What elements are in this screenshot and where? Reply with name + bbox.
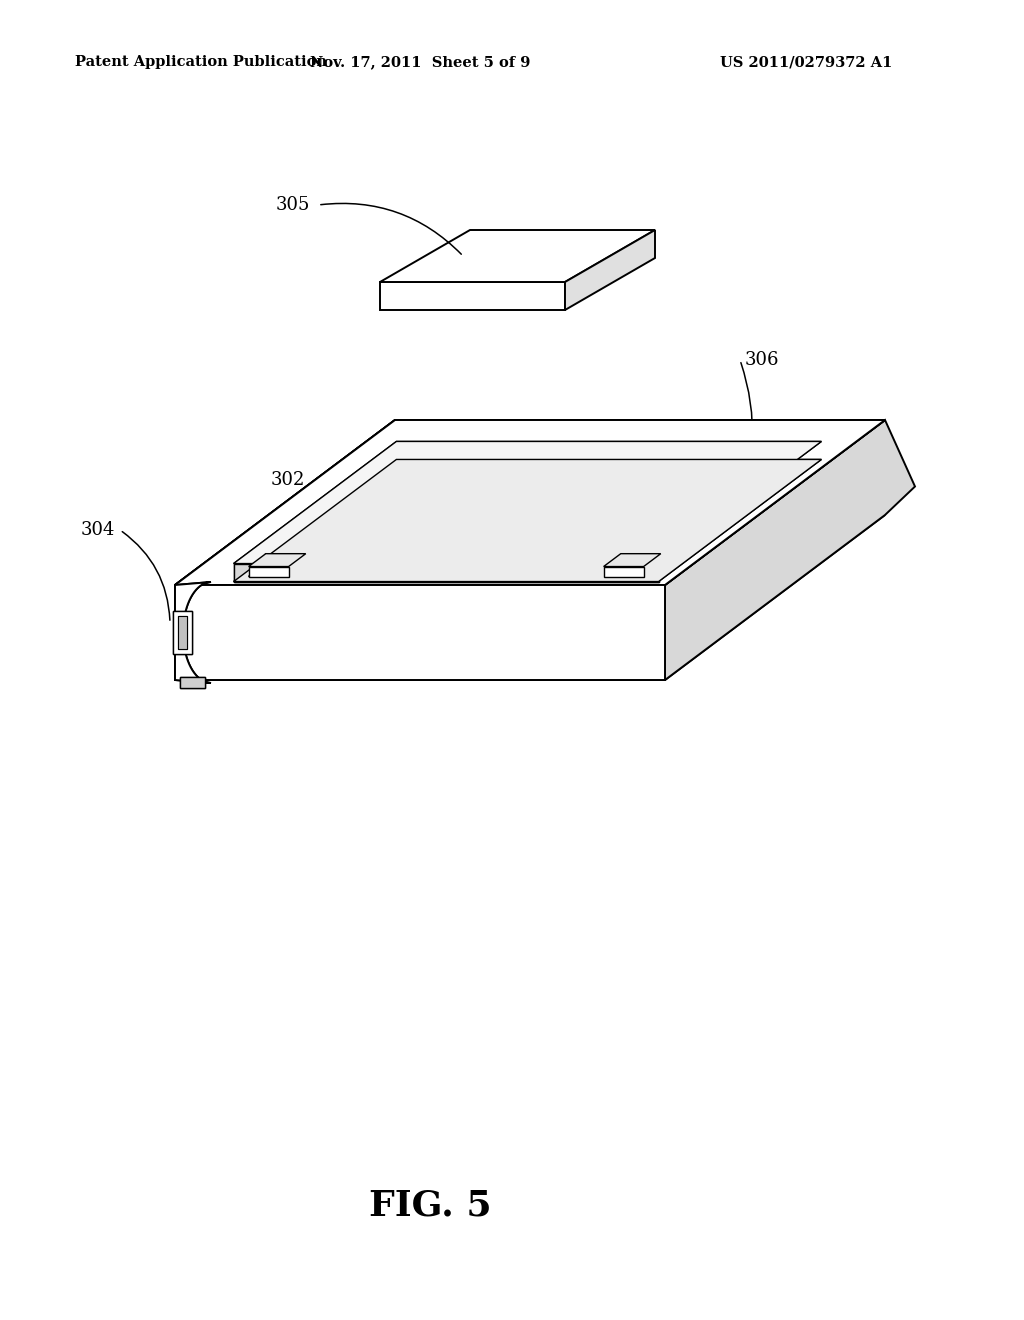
- Polygon shape: [249, 566, 289, 577]
- Polygon shape: [175, 582, 211, 682]
- Polygon shape: [249, 553, 306, 566]
- Polygon shape: [178, 616, 186, 649]
- Polygon shape: [380, 282, 565, 310]
- Polygon shape: [233, 459, 821, 582]
- Text: 305: 305: [275, 195, 310, 214]
- Text: 304: 304: [81, 521, 115, 539]
- Polygon shape: [380, 230, 655, 282]
- Polygon shape: [175, 585, 665, 680]
- Polygon shape: [233, 441, 821, 564]
- Polygon shape: [175, 420, 885, 585]
- Polygon shape: [233, 564, 658, 582]
- Polygon shape: [175, 420, 395, 680]
- Text: 306: 306: [745, 351, 779, 370]
- Polygon shape: [178, 616, 186, 649]
- Polygon shape: [603, 566, 644, 577]
- Polygon shape: [173, 611, 191, 653]
- Polygon shape: [565, 230, 655, 310]
- Polygon shape: [249, 553, 289, 577]
- Polygon shape: [233, 459, 821, 582]
- Text: Patent Application Publication: Patent Application Publication: [75, 55, 327, 69]
- Polygon shape: [173, 611, 191, 653]
- Polygon shape: [180, 677, 205, 688]
- Polygon shape: [175, 420, 885, 585]
- Text: 302: 302: [270, 471, 305, 488]
- Polygon shape: [603, 553, 660, 566]
- Polygon shape: [233, 441, 821, 564]
- Polygon shape: [180, 677, 205, 688]
- Polygon shape: [233, 564, 658, 582]
- Text: FIG. 5: FIG. 5: [369, 1188, 492, 1222]
- Polygon shape: [175, 585, 665, 680]
- Text: US 2011/0279372 A1: US 2011/0279372 A1: [720, 55, 892, 69]
- Text: Nov. 17, 2011  Sheet 5 of 9: Nov. 17, 2011 Sheet 5 of 9: [310, 55, 530, 69]
- Polygon shape: [175, 515, 885, 680]
- Polygon shape: [175, 582, 211, 682]
- Polygon shape: [665, 420, 915, 680]
- Polygon shape: [175, 420, 885, 585]
